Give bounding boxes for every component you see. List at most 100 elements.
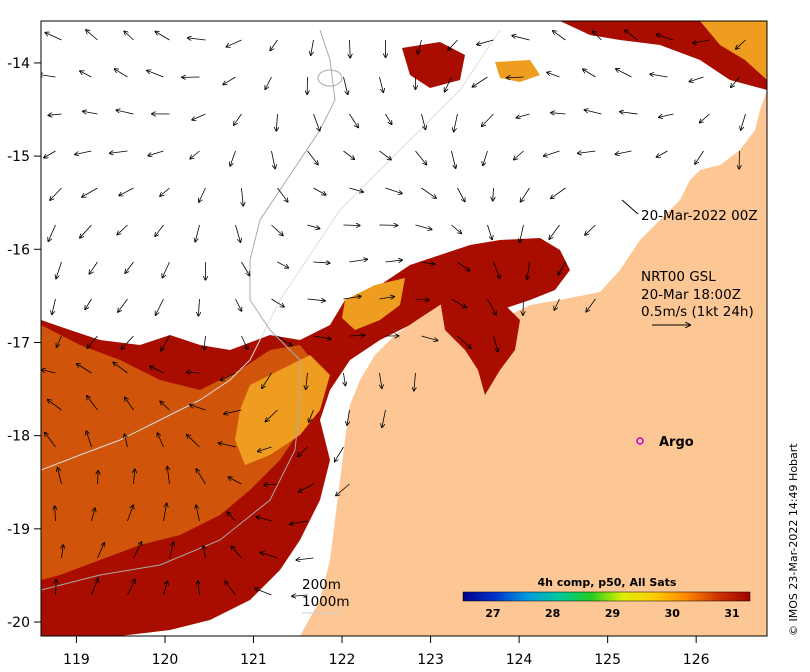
current-vector: [695, 150, 704, 164]
current-vector: [276, 113, 277, 131]
current-vector: [527, 261, 529, 279]
current-vector: [85, 298, 92, 309]
lat-tick-label: -19: [7, 522, 30, 538]
current-vector: [451, 150, 455, 168]
current-vector: [124, 434, 128, 448]
product-time: 20-Mar 18:00Z: [641, 287, 741, 303]
current-vector: [56, 261, 62, 279]
current-vector: [48, 224, 56, 241]
current-vector: [55, 506, 56, 522]
lat-tick-label: -15: [7, 149, 30, 165]
current-vector: [187, 435, 200, 448]
current-vector: [421, 113, 425, 129]
current-vector: [265, 409, 278, 421]
reef-contour: [317, 69, 343, 87]
current-vector: [190, 405, 206, 411]
colorbar-tick-label: 30: [665, 607, 681, 620]
lon-tick-label: 119: [63, 652, 90, 668]
current-vector: [121, 335, 134, 349]
current-vector: [110, 151, 128, 153]
current-vector: [271, 150, 275, 169]
current-vector: [349, 187, 363, 192]
current-vector: [445, 76, 452, 92]
current-vector: [270, 39, 278, 51]
current-vector: [155, 32, 170, 41]
isobath-1000m: [41, 29, 336, 591]
current-vector: [225, 581, 236, 596]
current-vector: [61, 545, 63, 559]
current-vector: [235, 298, 241, 311]
current-vector: [307, 299, 325, 301]
current-vector: [118, 298, 128, 312]
current-vector: [493, 187, 494, 201]
current-vector: [335, 446, 344, 462]
current-vector: [693, 39, 710, 43]
lat-tick-label: -18: [7, 429, 30, 445]
current-vector: [265, 76, 272, 89]
current-vector: [379, 297, 394, 299]
current-vector: [313, 262, 329, 263]
current-vector: [228, 477, 242, 485]
isobath-200m: [41, 29, 501, 471]
current-vector: [44, 150, 56, 158]
argo-label: Argo: [659, 435, 694, 450]
current-vector: [264, 484, 278, 485]
current-vector: [277, 261, 288, 268]
current-vector: [52, 298, 56, 314]
current-vector: [379, 150, 391, 160]
current-vector: [156, 298, 164, 315]
argo-marker: [636, 437, 644, 445]
current-vector: [551, 113, 566, 114]
current-vector: [689, 76, 704, 82]
current-vector: [656, 34, 674, 41]
current-vector: [241, 261, 249, 275]
current-vector: [160, 187, 170, 196]
current-vector: [451, 224, 461, 233]
current-vector: [544, 150, 560, 156]
current-vector: [379, 372, 381, 388]
credit-label: © IMOS 23-Mar-2022 14:49 Hobart: [787, 443, 800, 636]
lat-tick-label: -16: [7, 242, 30, 258]
current-vector: [190, 150, 200, 159]
current-vector: [382, 409, 386, 427]
current-vector: [523, 298, 524, 315]
current-vector: [457, 261, 469, 271]
current-vector: [196, 469, 206, 485]
current-vector: [199, 187, 206, 202]
current-vector: [514, 150, 524, 160]
current-vector: [162, 261, 170, 278]
lon-tick-label: 120: [152, 652, 179, 668]
current-vector: [349, 259, 367, 263]
current-vector: [512, 36, 530, 41]
current-vector: [231, 546, 242, 559]
current-vector: [487, 298, 496, 315]
current-vector: [80, 224, 92, 238]
current-vector: [258, 446, 272, 451]
current-vector: [741, 113, 746, 130]
current-vector: [87, 396, 98, 411]
current-vector: [125, 261, 134, 273]
current-vector: [583, 69, 596, 78]
current-vector: [296, 558, 314, 560]
current-vector: [454, 113, 458, 132]
current-vector: [349, 39, 350, 58]
current-vector: [271, 298, 284, 307]
current-vector: [235, 224, 240, 242]
current-vector: [593, 31, 602, 41]
current-vector: [45, 33, 62, 41]
current-vector: [223, 76, 236, 85]
colorbar-title: 4h comp, p50, All Sats: [538, 576, 677, 589]
lon-axis: 119 120 121 122 123 124 125 126: [63, 636, 710, 668]
current-vector: [448, 39, 458, 50]
current-vector: [585, 224, 596, 235]
current-vector: [292, 595, 308, 596]
product-label: NRT00 GSL: [641, 269, 716, 285]
current-vector: [256, 517, 272, 522]
current-vector: [198, 298, 199, 316]
current-vector: [97, 543, 104, 559]
current-vector: [483, 150, 488, 165]
current-vector: [657, 150, 668, 157]
current-vector: [82, 187, 98, 197]
current-vector: [196, 505, 200, 522]
current-vector: [421, 187, 436, 198]
